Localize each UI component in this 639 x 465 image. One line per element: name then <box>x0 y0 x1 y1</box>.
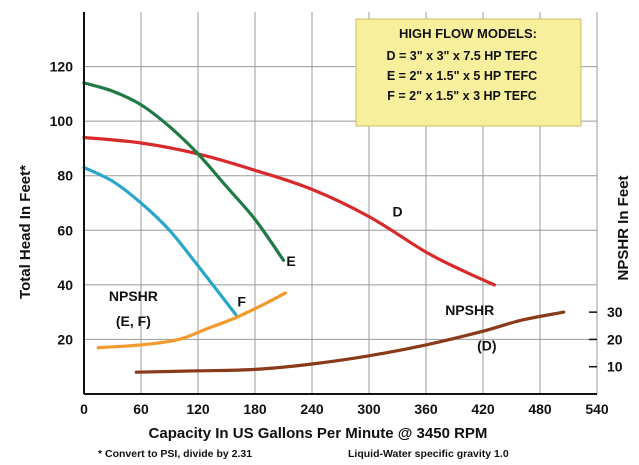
y-tick-label-60: 60 <box>57 222 73 238</box>
series-layer <box>82 81 566 374</box>
legend: HIGH FLOW MODELS: D = 3" x 3" x 7.5 HP T… <box>355 18 582 127</box>
x-tick-label-180: 180 <box>243 401 267 417</box>
y-tick-label-40: 40 <box>57 277 73 293</box>
series-line-d <box>82 135 496 287</box>
series-line-npshr-d <box>134 310 566 374</box>
series-line-e <box>82 81 286 262</box>
series-line-npshr-e-f <box>96 291 287 350</box>
y2-axis-title: NPSHR In Feet <box>615 175 632 280</box>
y2-tick-label-30: 30 <box>607 304 623 320</box>
legend-line-e: E = 2" x 1.5" x 5 HP TEFC <box>387 69 537 83</box>
x-tick-label-480: 480 <box>528 401 552 417</box>
x-axis-title: Capacity In US Gallons Per Minute @ 3450… <box>149 425 488 442</box>
x-tick-label-420: 420 <box>471 401 495 417</box>
y-axis-title: Total Head In Feet* <box>17 165 34 299</box>
footnote-right: Liquid-Water specific gravity 1.0 <box>348 448 509 460</box>
annotation-1: E <box>286 253 295 269</box>
legend-line-f: F = 2" x 1.5" x 3 HP TEFC <box>387 89 537 103</box>
y-tick-label-100: 100 <box>50 113 74 129</box>
x-tick-label-360: 360 <box>414 401 438 417</box>
annotation-4: (E, F) <box>116 313 151 329</box>
plot-frame <box>83 12 597 395</box>
legend-line-d: D = 3" x 3" x 7.5 HP TEFC <box>387 49 538 63</box>
y-tick-label-20: 20 <box>57 331 73 347</box>
y2-tick-label-20: 20 <box>607 331 623 347</box>
x-tick-label-0: 0 <box>80 401 88 417</box>
x-tick-label-120: 120 <box>186 401 210 417</box>
x-tick-label-240: 240 <box>300 401 324 417</box>
x-tick-label-60: 60 <box>133 401 149 417</box>
legend-title: HIGH FLOW MODELS: <box>399 26 537 41</box>
annotation-3: NPSHR <box>109 288 158 304</box>
legend-box <box>355 18 582 127</box>
series-line-f <box>82 165 238 317</box>
annotation-0: D <box>392 204 402 220</box>
y-tick-label-80: 80 <box>57 168 73 184</box>
y2-tick-label-10: 10 <box>607 359 623 375</box>
y-tick-label-120: 120 <box>50 59 74 75</box>
annotation-2: F <box>237 294 246 310</box>
tick-labels: 0 60 120 180 240 300 360 420 480 540 20 40 60 80 100 12… <box>50 59 623 417</box>
footnote-left: * Convert to PSI, divide by 2.31 <box>98 448 252 460</box>
x-tick-label-540: 540 <box>585 401 609 417</box>
curve-annotations: D E F NPSHR (E, F) NPSHR (D) <box>109 204 497 354</box>
annotation-6: (D) <box>477 337 496 353</box>
annotation-5: NPSHR <box>445 302 494 318</box>
x-tick-label-300: 300 <box>357 401 381 417</box>
